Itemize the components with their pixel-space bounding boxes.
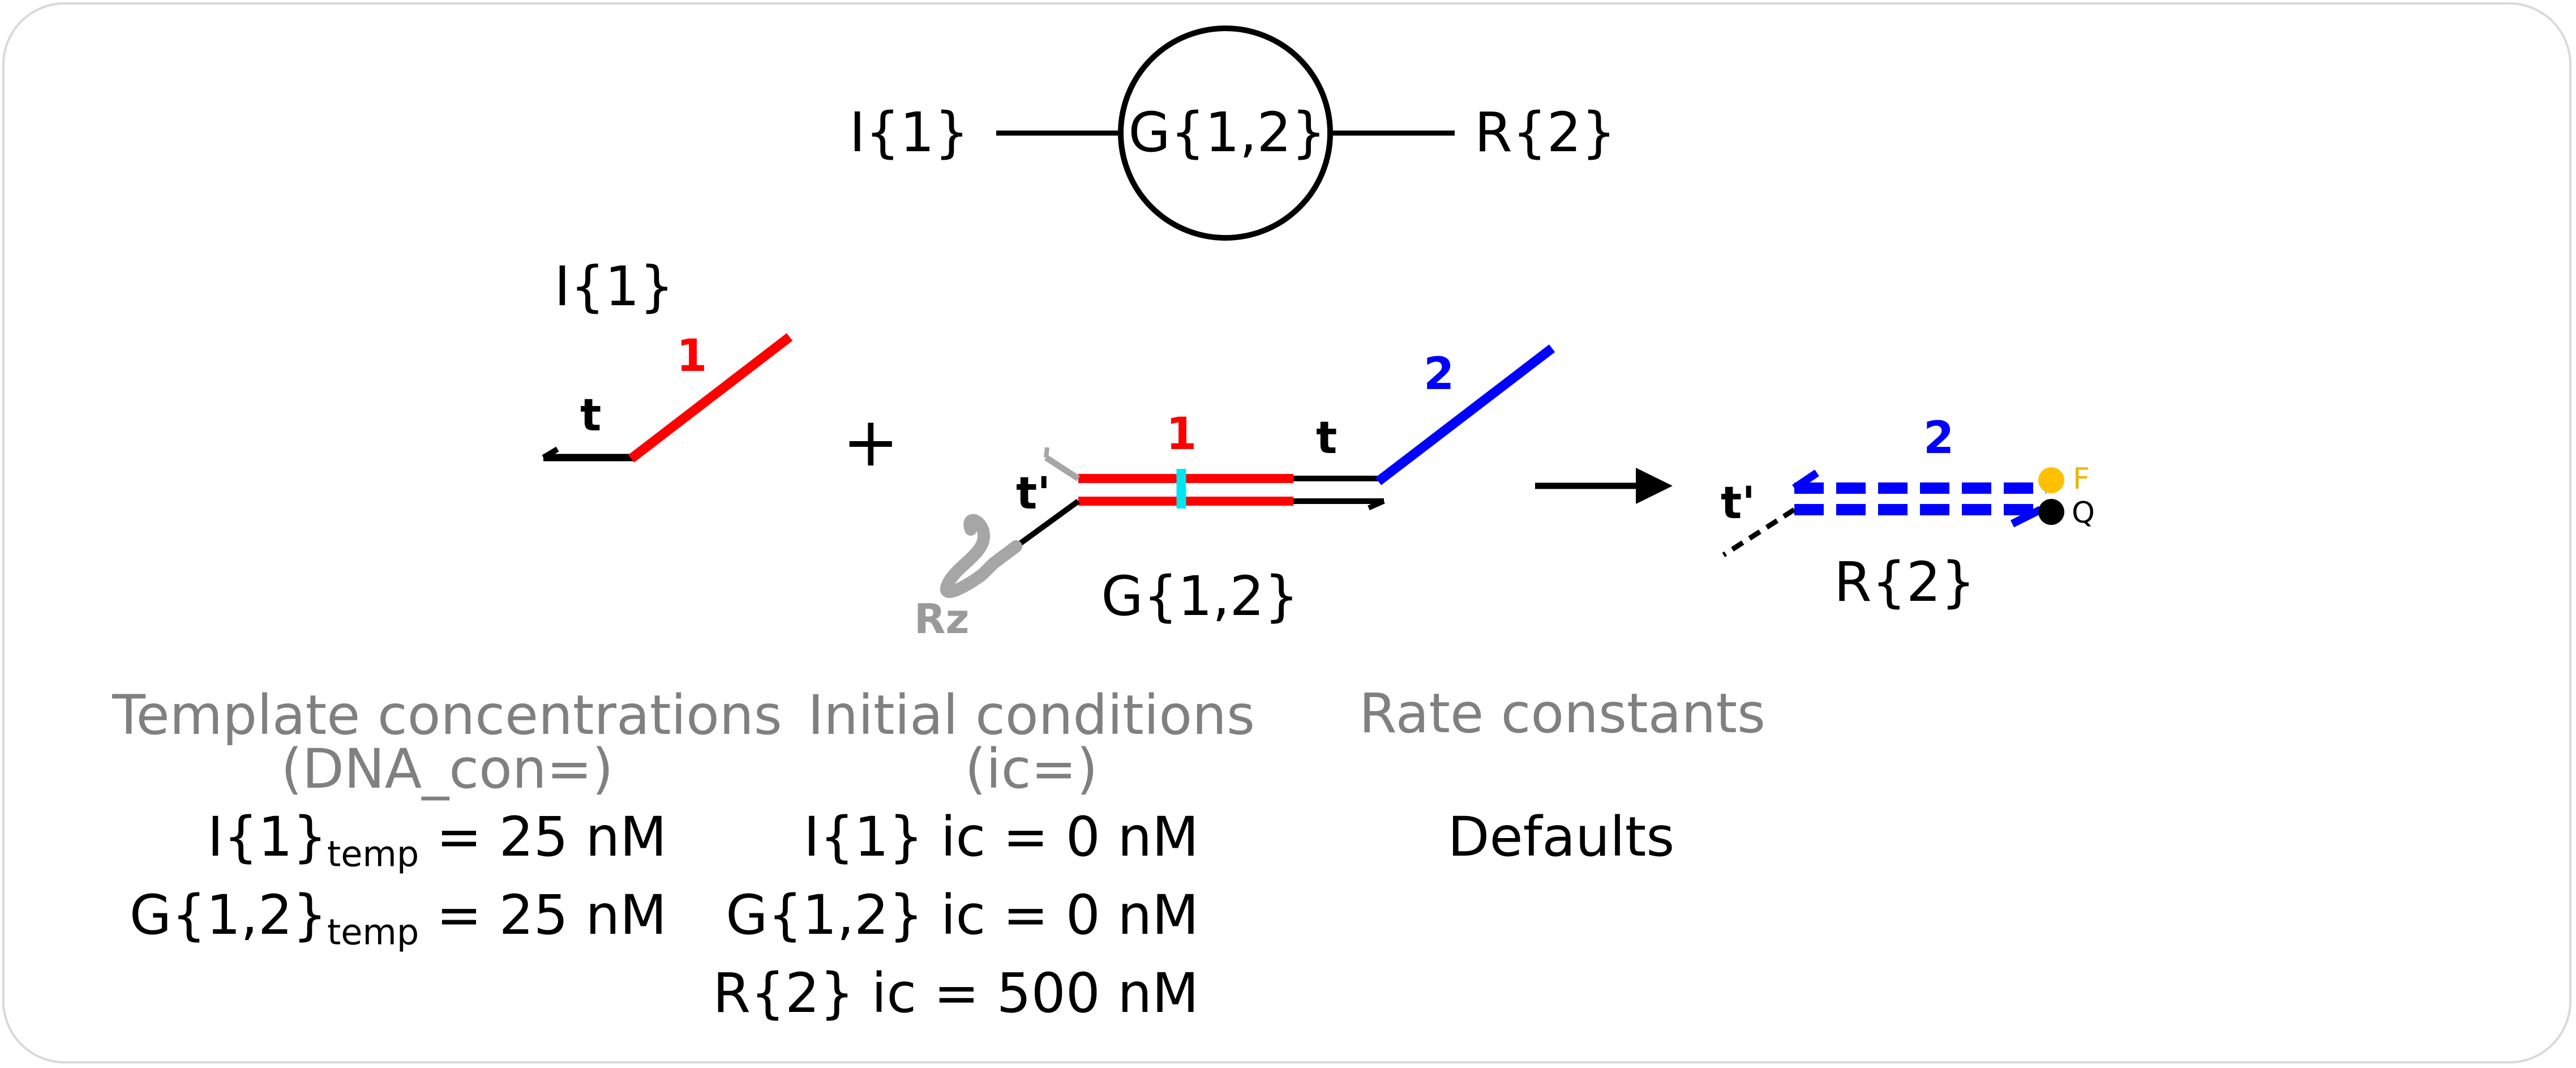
template-header-line2: (DNA_con=) [281,737,614,801]
template-row-gate-sub: temp [327,911,419,953]
template-row-input-value: = 25 nM [419,805,667,869]
input-title: I{1} [554,255,674,318]
gate-domain2-label: 2 [1424,349,1455,400]
reporter-bottom-hook [2010,506,2043,528]
fluorophore-dot [2038,467,2064,493]
gate-prime-label: t' [1016,468,1051,519]
gate-domain2-line [1375,344,1555,485]
reporter-prime-label: t' [1721,478,1756,529]
input-domain1-line [628,333,793,463]
reaction-arrow [1535,468,1673,504]
reporter-top-hook [1792,469,1819,492]
template-row-input: I{1}temp = 25 nM [207,810,667,872]
reporter-prime-dashed [1722,507,1796,557]
input-domain1-label: 1 [676,331,708,382]
quencher-label: Q [2072,496,2095,530]
template-row-input-sub: temp [327,833,419,875]
gate-prime-line [1014,498,1080,549]
reporter-complex [1722,467,2064,557]
gate-toehold-label: t [1316,413,1338,464]
network-reporter-label: R{2} [1475,101,1616,164]
initial-row-input: I{1} ic = 0 nM [803,805,1199,869]
template-row-gate: G{1,2}temp = 25 nM [130,888,667,950]
reporter-title: R{2} [1834,550,1975,614]
gate-grey-hook [1044,447,1049,458]
fluorophore-label: F [2073,462,2090,496]
initial-row-gate: G{1,2} ic = 0 nM [726,883,1199,947]
template-header-line1: Template concentrations [112,683,782,747]
template-row-gate-name: G{1,2} [129,883,327,947]
gate-domain1-label: 1 [1166,409,1197,460]
network-input-label: I{1} [849,101,969,164]
reporter-domain-label: 2 [1923,413,1954,464]
rate-value: Defaults [1447,805,1675,869]
quencher-dot [2038,499,2064,525]
gate-node-circle [1118,25,1333,241]
rate-header: Rate constants [1359,682,1765,745]
gate-title: G{1,2} [1101,565,1299,628]
initial-row-reporter: R{2} ic = 500 nM [713,962,1199,1025]
ribozyme-shape [940,514,1022,598]
input-toehold-label: t [580,390,602,441]
gate-grey-stub [1044,455,1080,481]
input-toehold-hook [542,446,559,460]
reaction-arrow-head [1636,468,1673,504]
initial-header-line2: (ic=) [965,737,1098,801]
template-row-gate-value: = 25 nM [419,883,667,947]
network-gate-label: G{1,2} [1128,101,1326,164]
gate-bottom-hook [1368,498,1385,511]
input-strand [542,333,793,463]
template-row-input-name: I{1} [207,805,327,869]
plus-sign: + [842,403,899,482]
ribozyme-label: Rz [914,595,970,643]
initial-header-line1: Initial conditions [807,683,1255,747]
gate-complex [940,344,1555,598]
